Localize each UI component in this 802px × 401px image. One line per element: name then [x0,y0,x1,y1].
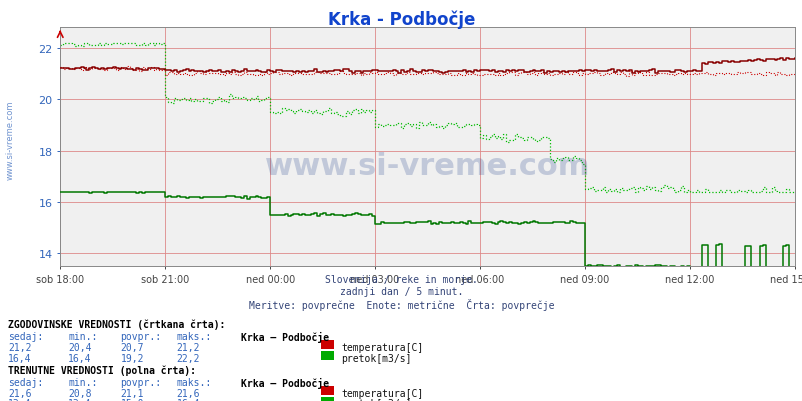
Text: 19,2: 19,2 [120,353,144,363]
Text: povpr.:: povpr.: [120,331,161,341]
Text: www.si-vreme.com: www.si-vreme.com [265,152,589,181]
Text: pretok[m3/s]: pretok[m3/s] [341,398,411,401]
Text: ZGODOVINSKE VREDNOSTI (črtkana črta):: ZGODOVINSKE VREDNOSTI (črtkana črta): [8,319,225,329]
Text: TRENUTNE VREDNOSTI (polna črta):: TRENUTNE VREDNOSTI (polna črta): [8,365,196,375]
Text: 21,2: 21,2 [176,342,200,352]
Text: sedaj:: sedaj: [8,331,43,341]
Text: Krka – Podbočje: Krka – Podbočje [241,377,329,388]
Text: www.si-vreme.com: www.si-vreme.com [6,101,15,180]
Text: 20,8: 20,8 [68,388,91,398]
Text: Meritve: povprečne  Enote: metrične  Črta: povprečje: Meritve: povprečne Enote: metrične Črta:… [249,299,553,311]
Text: 16,4: 16,4 [8,353,31,363]
Text: Slovenija / reke in morje.: Slovenija / reke in morje. [325,275,477,285]
Text: 16,4: 16,4 [68,353,91,363]
Text: maks.:: maks.: [176,377,212,387]
Text: min.:: min.: [68,331,98,341]
Text: 20,4: 20,4 [68,342,91,352]
Text: Krka - Podbočje: Krka - Podbočje [327,10,475,28]
Text: 21,2: 21,2 [8,342,31,352]
Text: 15,0: 15,0 [120,398,144,401]
Text: min.:: min.: [68,377,98,387]
Text: maks.:: maks.: [176,331,212,341]
Text: Krka – Podbočje: Krka – Podbočje [241,331,329,342]
Text: 21,1: 21,1 [120,388,144,398]
Text: sedaj:: sedaj: [8,377,43,387]
Text: 21,6: 21,6 [176,388,200,398]
Text: 16,4: 16,4 [176,398,200,401]
Text: povpr.:: povpr.: [120,377,161,387]
Text: temperatura[C]: temperatura[C] [341,342,423,352]
Text: 20,7: 20,7 [120,342,144,352]
Text: temperatura[C]: temperatura[C] [341,388,423,398]
Text: pretok[m3/s]: pretok[m3/s] [341,353,411,363]
Text: 13,4: 13,4 [8,398,31,401]
Text: 22,2: 22,2 [176,353,200,363]
Text: zadnji dan / 5 minut.: zadnji dan / 5 minut. [339,287,463,297]
Text: 13,4: 13,4 [68,398,91,401]
Text: 21,6: 21,6 [8,388,31,398]
